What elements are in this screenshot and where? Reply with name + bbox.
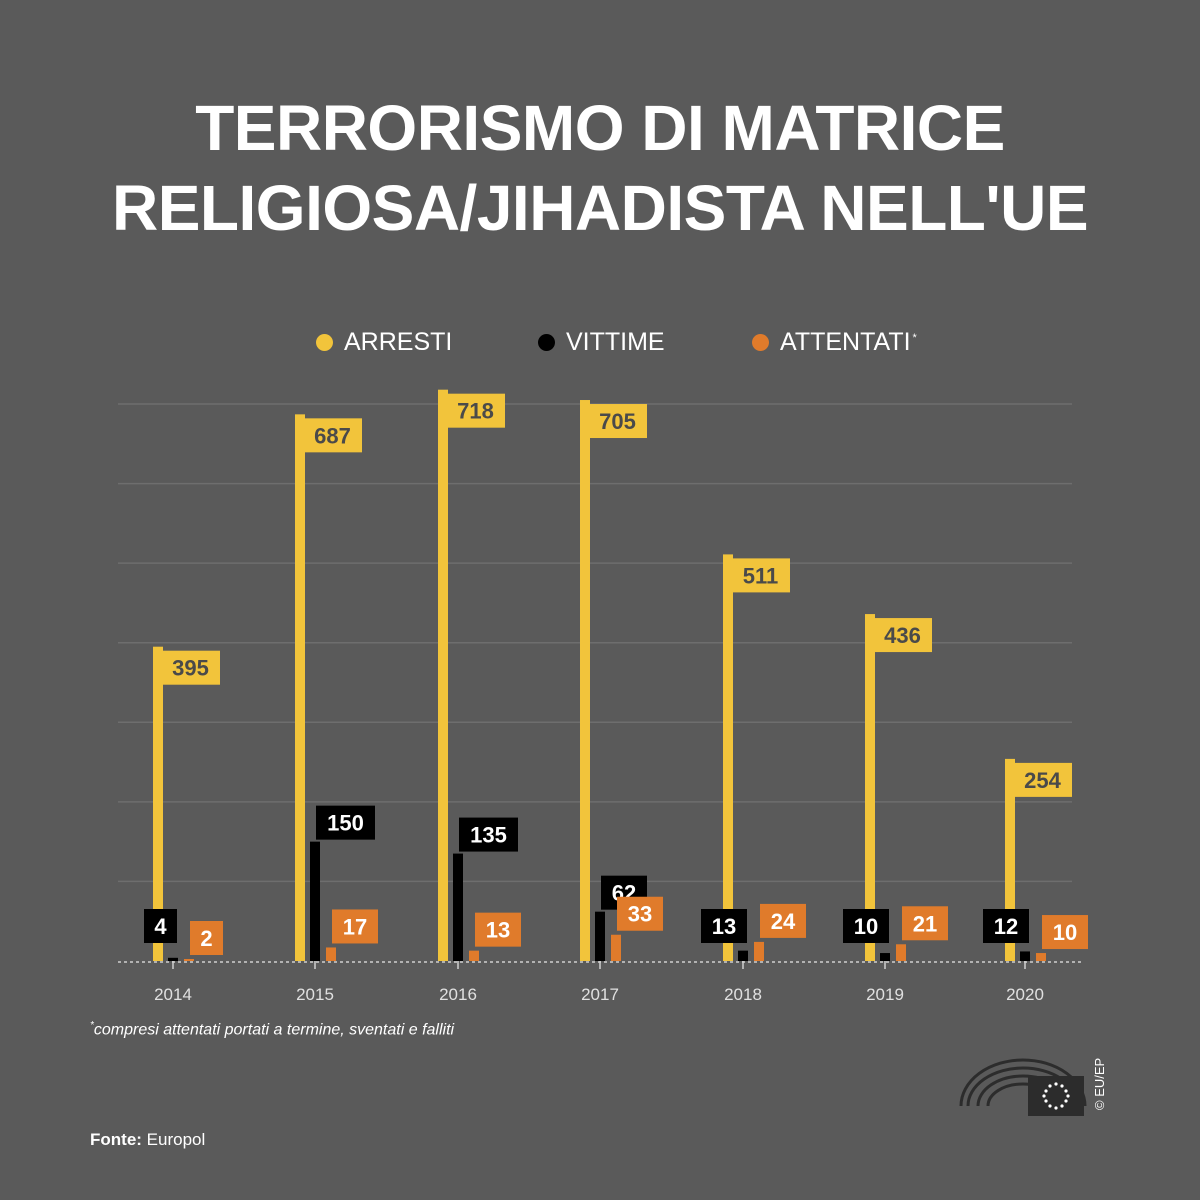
data-label-box-attacks	[902, 906, 948, 941]
footnote: *compresi attentati portati a termine, s…	[90, 1020, 454, 1039]
bar-attacks	[1036, 953, 1046, 961]
legend: ARRESTI VITTIME ATTENTATI *	[0, 322, 1200, 362]
bar-victims	[310, 841, 320, 961]
x-tick-label: 2019	[866, 985, 904, 1004]
data-label-box-arrests	[588, 404, 647, 439]
legend-label-attacks: ATTENTATI	[780, 327, 911, 356]
legend-item-victims: VITTIME	[538, 322, 665, 362]
data-label-box-victims	[459, 817, 518, 852]
bar-victims	[738, 950, 748, 961]
legend-item-arrests: ARRESTI	[316, 322, 452, 362]
chart-title-line-1: TERRORISMO DI MATRICE	[195, 92, 1005, 164]
data-label-attacks: 21	[913, 911, 937, 936]
x-tick-label: 2014	[154, 985, 192, 1004]
data-label-box-victims	[701, 909, 747, 943]
x-tick-label: 2015	[296, 985, 334, 1004]
bar-arrests	[295, 414, 305, 961]
chart-title: TERRORISMO DI MATRICE RELIGIOSA/JIHADIST…	[0, 88, 1200, 248]
data-label-arrests: 718	[457, 399, 494, 424]
bar-victims	[595, 911, 605, 961]
data-label-victims: 10	[854, 914, 878, 939]
data-label-attacks: 17	[343, 914, 367, 939]
bar-arrests	[153, 646, 163, 961]
data-label-victims: 13	[712, 914, 736, 939]
data-label-victims: 150	[327, 811, 364, 836]
bar-attacks	[754, 941, 764, 961]
bar-arrests	[580, 400, 590, 961]
source-note: Fonte: Europol	[90, 1130, 205, 1150]
data-label-victims: 4	[154, 914, 167, 939]
legend-label-arrests: ARRESTI	[344, 327, 453, 356]
data-label-arrests: 395	[172, 656, 209, 681]
data-label-box-victims	[843, 909, 889, 943]
data-label-victims: 12	[994, 914, 1018, 939]
bar-victims	[453, 853, 463, 961]
data-label-box-attacks	[760, 903, 806, 938]
data-label-box-arrests	[873, 618, 932, 653]
legend-label-victims: VITTIME	[566, 327, 665, 356]
data-label-arrests: 436	[884, 623, 921, 648]
footnote-text: compresi attentati portati a termine, sv…	[93, 1021, 455, 1039]
data-label-attacks: 13	[486, 918, 510, 943]
x-tick-label: 2020	[1006, 985, 1044, 1004]
bar-attacks	[469, 950, 479, 961]
bar-attacks	[611, 934, 621, 961]
legend-dot-arrests	[316, 333, 333, 351]
data-label-box-attacks	[332, 909, 378, 944]
data-label-box-attacks	[617, 896, 663, 931]
data-label-box-arrests	[731, 558, 790, 593]
x-tick-label: 2018	[724, 985, 762, 1004]
bar-attacks	[184, 959, 194, 961]
data-label-box-victims	[144, 909, 177, 943]
data-label-arrests: 705	[599, 409, 636, 434]
chart-title-line-2: RELIGIOSA/JIHADISTA NELL'UE	[112, 172, 1089, 244]
data-label-box-arrests	[446, 393, 505, 428]
credit: © EU/EP	[1092, 1057, 1107, 1110]
footnote-marker: *	[90, 1020, 94, 1031]
data-label-box-attacks	[475, 912, 521, 947]
data-label-box-arrests	[161, 650, 220, 685]
bar-victims	[168, 957, 178, 961]
data-label-arrests: 511	[743, 563, 779, 588]
eu-stars-icon	[1042, 1082, 1070, 1110]
bar-attacks	[896, 944, 906, 961]
data-label-attacks: 24	[771, 909, 796, 934]
bar-attacks	[326, 947, 336, 961]
european-parliament-logo-icon	[959, 1058, 1087, 1116]
bar-victims	[880, 953, 890, 961]
source-value: Europol	[146, 1130, 206, 1149]
legend-item-attacks: ATTENTATI *	[752, 322, 917, 362]
bar-arrests	[723, 554, 733, 961]
data-label-box-victims	[983, 909, 1029, 943]
bar-victims	[1020, 951, 1030, 961]
data-label-box-attacks	[1042, 915, 1088, 950]
bar-arrests	[1005, 758, 1015, 961]
legend-attacks-marker: *	[912, 332, 917, 344]
data-label-attacks: 10	[1053, 920, 1077, 945]
data-label-attacks: 33	[628, 902, 652, 927]
data-label-victims: 135	[470, 823, 507, 848]
data-label-box-arrests	[303, 418, 362, 453]
data-label-box-arrests	[1013, 762, 1072, 797]
source-label: Fonte:	[90, 1130, 142, 1149]
legend-dot-attacks	[752, 333, 769, 351]
data-label-box-attacks	[190, 921, 223, 955]
x-tick-label: 2016	[439, 985, 477, 1004]
bar-arrests	[438, 389, 448, 962]
data-label-arrests: 687	[314, 423, 351, 448]
x-tick-label: 2017	[581, 985, 619, 1004]
bar-arrests	[865, 614, 875, 961]
data-label-attacks: 2	[200, 926, 212, 951]
data-label-box-victims	[316, 805, 375, 840]
data-label-arrests: 254	[1024, 768, 1061, 793]
legend-dot-victims	[538, 333, 555, 351]
